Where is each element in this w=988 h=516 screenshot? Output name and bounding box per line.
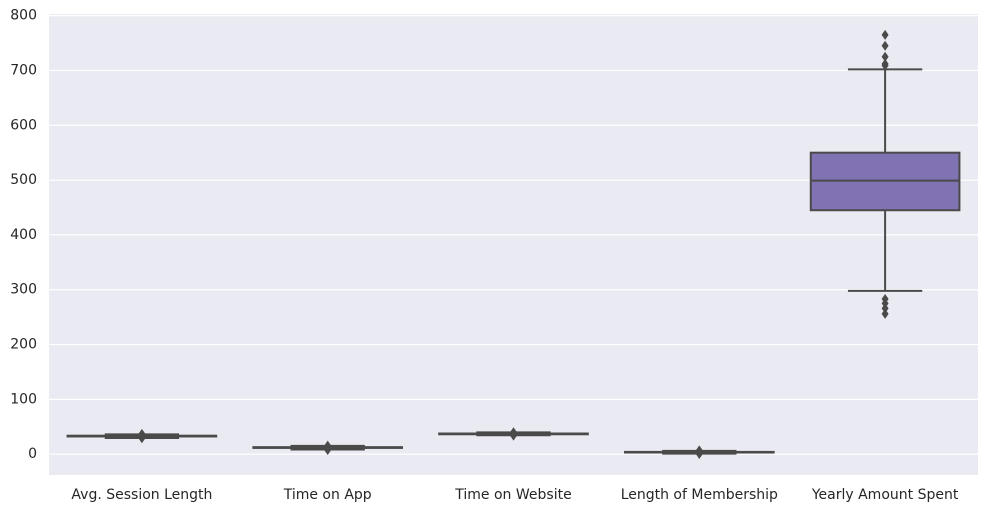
outlier [510,427,517,438]
outlier [881,51,889,62]
x-tick-label: Time on Website [454,487,571,503]
outlier [881,308,889,319]
outlier [324,440,332,451]
y-tick-label: 0 [28,446,37,462]
x-tick-label: Time on App [283,487,372,503]
x-tick-label: Yearly Amount Spent [811,487,959,503]
y-tick-label: 700 [10,62,37,78]
outlier [881,29,889,40]
outlier [695,445,703,456]
y-tick-label: 800 [10,8,37,24]
outlier [881,40,889,51]
plot-background [49,14,978,475]
y-tick-label: 500 [10,172,37,188]
y-tick-label: 400 [10,227,37,243]
x-tick-label: Avg. Session Length [71,487,212,503]
y-tick-label: 600 [10,117,37,133]
outlier [138,428,146,439]
y-tick-label: 200 [10,337,37,353]
outlier [881,294,889,305]
x-tick-label: Length of Membership [621,487,778,503]
y-tick-label: 300 [10,282,37,298]
y-tick-label: 100 [10,391,37,407]
outlier [881,58,889,69]
